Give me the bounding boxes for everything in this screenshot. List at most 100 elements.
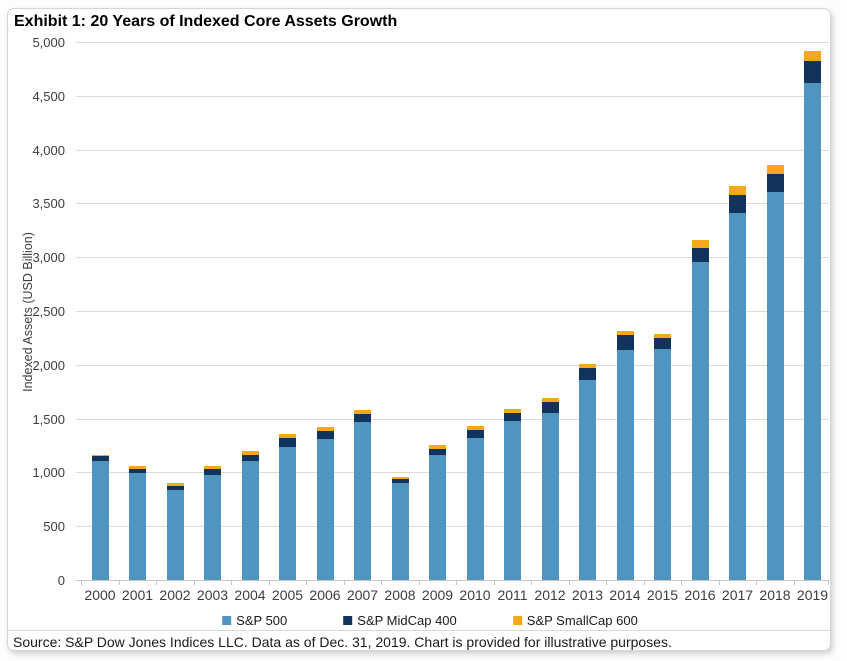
bar-segment-s-p-500 <box>204 475 221 580</box>
bar-2014 <box>616 331 634 580</box>
x-axis-tick <box>343 581 345 585</box>
x-tick-label: 2005 <box>271 587 304 603</box>
bar-2011 <box>504 409 521 580</box>
x-axis-tick <box>156 581 158 585</box>
bar-2016 <box>691 240 709 580</box>
bar-segment-s-p-smallcap-600 <box>616 331 634 335</box>
chart-title: Exhibit 1: 20 Years of Indexed Core Asse… <box>14 13 398 30</box>
x-tick-label: 2012 <box>534 587 566 603</box>
bar-segment-s-p-500 <box>129 473 146 580</box>
bar-segment-s-p-smallcap-600 <box>166 483 184 486</box>
bar-segment-s-p-smallcap-600 <box>241 451 259 455</box>
x-axis-tick <box>643 581 645 585</box>
legend-item-sp500: S&P 500 <box>222 613 287 628</box>
bar-segment-s-p-midcap-400 <box>804 61 821 83</box>
bar-2017 <box>729 186 746 580</box>
bar-segment-s-p-midcap-400 <box>691 248 709 262</box>
bar-2001 <box>129 466 146 580</box>
bar-segment-s-p-midcap-400 <box>166 486 184 490</box>
bar-2018 <box>766 165 784 580</box>
plot-area: 2000 2001 2002 2003 2004 2005 2006 2007 2008 2009… <box>76 42 829 603</box>
x-tick-label: 2017 <box>721 587 754 603</box>
x-axis-tick <box>756 581 758 585</box>
bar-segment-s-p-500 <box>354 422 371 580</box>
bar-segment-s-p-midcap-400 <box>504 413 521 421</box>
bar-segment-s-p-midcap-400 <box>279 438 296 447</box>
x-axis-tick <box>793 581 795 585</box>
y-tick-label: 1,000 <box>32 465 65 481</box>
y-tick-label: 2,500 <box>32 304 65 319</box>
bar-segment-s-p-midcap-400 <box>466 430 484 438</box>
x-tick-label: 2006 <box>309 587 341 603</box>
y-tick-label: 3,500 <box>32 196 65 212</box>
bar-segment-s-p-midcap-400 <box>766 174 784 192</box>
bar-2015 <box>654 334 671 580</box>
x-axis-tick <box>118 581 120 585</box>
bar-2003 <box>204 466 221 580</box>
x-axis-tick <box>456 581 458 585</box>
gridline <box>76 95 829 97</box>
bar-2012 <box>541 398 559 580</box>
bar-2013 <box>579 364 596 580</box>
bar-segment-s-p-500 <box>616 350 634 580</box>
bar-2009 <box>429 445 446 580</box>
legend-item-midcap400: S&P MidCap 400 <box>343 613 457 628</box>
bar-segment-s-p-midcap-400 <box>316 431 334 439</box>
bar-segment-s-p-500 <box>804 83 821 580</box>
bar-segment-s-p-500 <box>579 380 596 580</box>
bar-segment-s-p-midcap-400 <box>354 414 371 422</box>
bar-segment-s-p-smallcap-600 <box>129 466 146 469</box>
bar-segment-s-p-500 <box>691 262 709 580</box>
bar-segment-s-p-500 <box>91 461 109 580</box>
smallcap600-swatch-icon <box>512 616 522 625</box>
bar-segment-s-p-smallcap-600 <box>691 240 709 248</box>
bar-2006 <box>316 427 334 580</box>
bar-segment-s-p-midcap-400 <box>729 195 746 213</box>
x-tick-label: 2008 <box>384 587 416 603</box>
bar-2008 <box>391 477 409 580</box>
x-tick-label: 2019 <box>796 587 829 603</box>
bar-segment-s-p-smallcap-600 <box>391 477 409 479</box>
x-axis-tick <box>231 581 233 585</box>
bar-segment-s-p-500 <box>729 213 746 580</box>
legend: S&P 500 S&P MidCap 400 S&P SmallCap 600 <box>222 613 638 628</box>
bar-2007 <box>354 410 371 580</box>
x-axis-line <box>76 580 829 581</box>
x-tick-label: 2000 <box>84 587 116 603</box>
x-axis-tick <box>81 581 83 585</box>
x-tick-label: 2004 <box>234 587 266 603</box>
bar-segment-s-p-500 <box>766 192 784 580</box>
bar-segment-s-p-smallcap-600 <box>654 334 671 338</box>
legend-label: S&P SmallCap 600 <box>526 613 638 628</box>
x-tick-label: 2007 <box>346 587 379 603</box>
legend-item-smallcap600: S&P SmallCap 600 <box>512 613 638 628</box>
bar-segment-s-p-midcap-400 <box>541 402 559 413</box>
x-axis-tick <box>681 581 683 585</box>
bar-2019 <box>804 51 821 580</box>
gridline <box>76 526 829 528</box>
bar-segment-s-p-smallcap-600 <box>354 410 371 414</box>
chart-card: Exhibit 1: 20 Years of Indexed Core Asse… <box>7 8 831 651</box>
footer-divider <box>8 630 830 631</box>
gridline <box>76 472 829 474</box>
x-axis-tick <box>268 581 270 585</box>
bar-2010 <box>466 426 484 580</box>
x-axis-tick <box>193 581 195 585</box>
gridline <box>76 311 829 312</box>
x-axis-tick <box>531 581 533 585</box>
gridline <box>76 149 829 151</box>
bar-segment-s-p-500 <box>279 447 296 580</box>
x-tick-label: 2003 <box>196 587 229 603</box>
bar-segment-s-p-midcap-400 <box>654 338 671 349</box>
x-tick-label: 2013 <box>571 587 604 603</box>
x-axis-tick <box>718 581 720 585</box>
bar-segment-s-p-500 <box>241 461 259 580</box>
x-tick-label: 2001 <box>121 587 154 603</box>
bar-segment-s-p-smallcap-600 <box>804 51 821 61</box>
bar-segment-s-p-midcap-400 <box>241 455 259 461</box>
legend-label: S&P MidCap 400 <box>357 613 457 628</box>
x-axis-tick <box>568 581 570 585</box>
bar-segment-s-p-500 <box>166 490 184 580</box>
bar-segment-s-p-500 <box>504 421 521 580</box>
x-tick-label: 2002 <box>159 587 191 603</box>
